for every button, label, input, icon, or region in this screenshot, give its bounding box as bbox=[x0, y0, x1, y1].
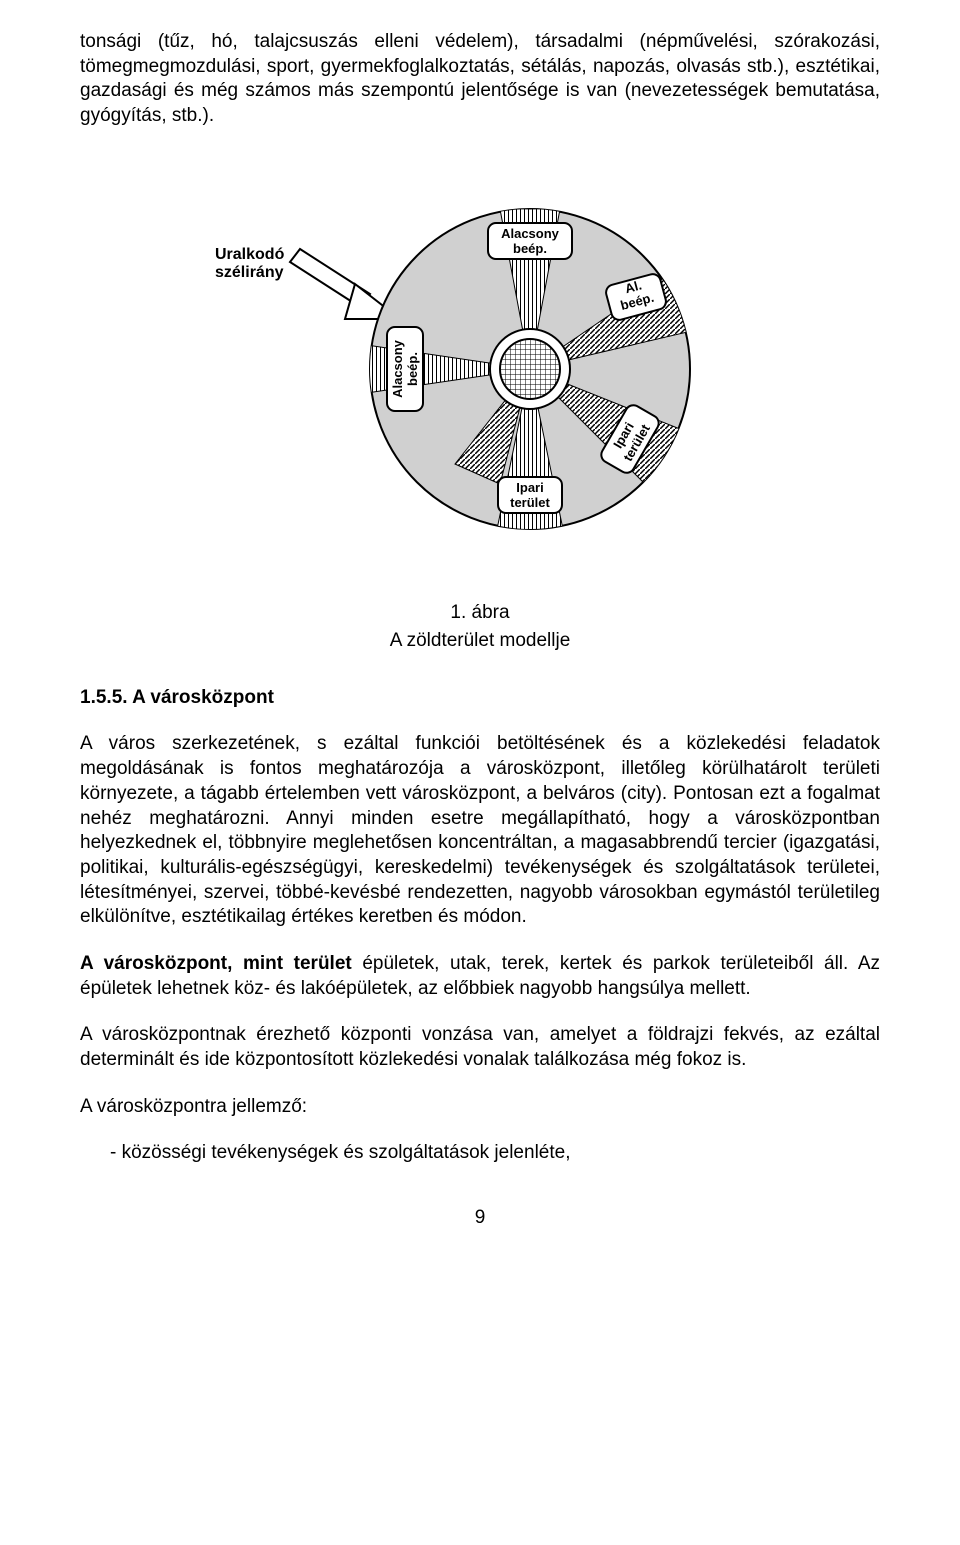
center-crosshatch bbox=[500, 339, 560, 399]
paragraph-3: A városközpont, mint terület épületek, u… bbox=[80, 952, 880, 1001]
paragraph-intro: tonsági (tűz, hó, talajcsuszás elleni vé… bbox=[80, 30, 880, 129]
svg-text:Ipari: Ipari bbox=[516, 480, 543, 495]
svg-text:terület: terület bbox=[510, 495, 550, 510]
paragraph-5: A városközpontra jellemző: bbox=[80, 1095, 880, 1120]
svg-text:Alacsony: Alacsony bbox=[390, 339, 405, 398]
section-heading: 1.5.5. A városközpont bbox=[80, 686, 880, 711]
arrow-label-line2: szélirány bbox=[215, 264, 284, 281]
diagram-svg: Uralkodó szélirány bbox=[200, 159, 760, 579]
svg-text:beép.: beép. bbox=[405, 352, 420, 386]
svg-text:beép.: beép. bbox=[513, 241, 547, 256]
paragraph-4: A városközpontnak érezhető központi vonz… bbox=[80, 1023, 880, 1072]
caption-text: A zöldterület modellje bbox=[390, 630, 571, 651]
caption-number: 1. ábra bbox=[450, 602, 509, 623]
para3-bold: A városközpont, mint terület bbox=[80, 953, 352, 974]
svg-text:Alacsony: Alacsony bbox=[501, 226, 560, 241]
document-page: tonsági (tűz, hó, talajcsuszás elleni vé… bbox=[0, 0, 960, 1271]
figure-caption: 1. ábra A zöldterület modellje bbox=[80, 599, 880, 656]
page-number: 9 bbox=[80, 1206, 880, 1231]
arrow-label-line1: Uralkodó bbox=[215, 246, 285, 263]
label-bottom: Ipari terület bbox=[498, 477, 562, 513]
green-area-model-diagram: Uralkodó szélirány bbox=[80, 159, 880, 579]
label-left: Alacsony beép. bbox=[387, 327, 423, 411]
list-item-1: - közösségi tevékenységek és szolgáltatá… bbox=[110, 1141, 880, 1166]
paragraph-2: A város szerkezetének, s ezáltal funkció… bbox=[80, 732, 880, 930]
label-top: Alacsony beép. bbox=[488, 223, 572, 259]
